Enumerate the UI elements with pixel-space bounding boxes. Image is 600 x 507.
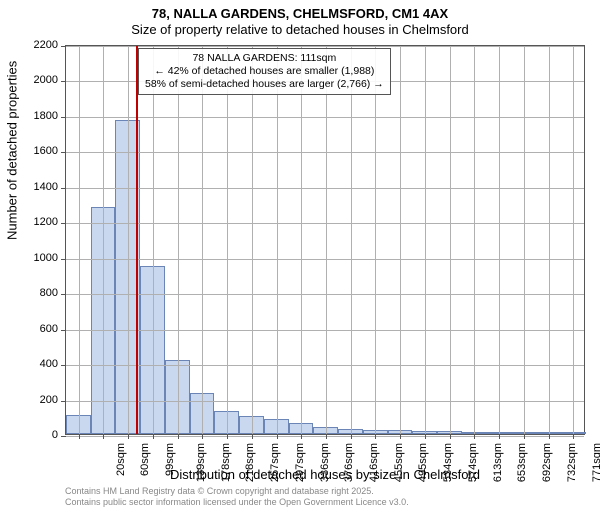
x-tick-mark xyxy=(375,434,376,439)
y-tick-mark xyxy=(61,259,66,260)
y-tick-mark xyxy=(61,294,66,295)
y-tick-mark xyxy=(61,46,66,47)
y-tick-mark xyxy=(61,401,66,402)
x-tick-mark xyxy=(573,434,574,439)
x-tick-mark xyxy=(153,434,154,439)
x-tick-mark xyxy=(227,434,228,439)
callout-line3: 58% of semi-detached houses are larger (… xyxy=(145,78,384,91)
callout-line2: ← 42% of detached houses are smaller (1,… xyxy=(145,65,384,78)
property-marker-line xyxy=(136,46,138,434)
x-tick-mark xyxy=(425,434,426,439)
y-tick-mark xyxy=(61,117,66,118)
y-tick-mark xyxy=(61,223,66,224)
y-tick-label: 200 xyxy=(40,394,58,406)
x-tick-label: 771sqm xyxy=(591,443,600,482)
x-tick-mark xyxy=(400,434,401,439)
chart-container: 78, NALLA GARDENS, CHELMSFORD, CM1 4AX S… xyxy=(0,0,600,500)
x-tick-mark xyxy=(103,434,104,439)
y-tick-label: 1200 xyxy=(34,216,58,228)
x-tick-mark xyxy=(252,434,253,439)
y-tick-label: 400 xyxy=(40,358,58,370)
y-tick-label: 1400 xyxy=(34,181,58,193)
y-tick-label: 1800 xyxy=(34,110,58,122)
y-tick-mark xyxy=(61,330,66,331)
y-tick-label: 1600 xyxy=(34,145,58,157)
y-tick-label: 1000 xyxy=(34,252,58,264)
x-tick-mark xyxy=(326,434,327,439)
plot-area xyxy=(65,45,585,435)
y-tick-mark xyxy=(61,188,66,189)
x-tick-mark xyxy=(524,434,525,439)
bars-layer xyxy=(66,46,584,434)
x-tick-mark xyxy=(450,434,451,439)
x-tick-mark xyxy=(277,434,278,439)
y-tick-label: 2000 xyxy=(34,74,58,86)
y-tick-label: 800 xyxy=(40,287,58,299)
x-tick-mark xyxy=(202,434,203,439)
x-tick-mark xyxy=(351,434,352,439)
chart-subtitle: Size of property relative to detached ho… xyxy=(0,22,600,37)
x-tick-mark xyxy=(499,434,500,439)
y-tick-mark xyxy=(61,81,66,82)
y-tick-label: 0 xyxy=(52,429,58,441)
x-tick-mark xyxy=(178,434,179,439)
y-axis-label: Number of detached properties xyxy=(5,61,20,240)
attribution-line1: Contains HM Land Registry data © Crown c… xyxy=(65,486,374,496)
x-tick-mark xyxy=(474,434,475,439)
y-tick-mark xyxy=(61,152,66,153)
chart-title: 78, NALLA GARDENS, CHELMSFORD, CM1 4AX xyxy=(0,6,600,21)
x-tick-mark xyxy=(79,434,80,439)
callout-box: 78 NALLA GARDENS: 111sqm ← 42% of detach… xyxy=(138,48,391,95)
y-tick-mark xyxy=(61,365,66,366)
attribution-line2: Contains public sector information licen… xyxy=(65,497,409,507)
y-tick-mark xyxy=(61,436,66,437)
y-tick-label: 2200 xyxy=(34,39,58,51)
x-axis-label: Distribution of detached houses by size … xyxy=(65,467,585,482)
y-tick-label: 600 xyxy=(40,323,58,335)
x-tick-mark xyxy=(128,434,129,439)
x-tick-mark xyxy=(549,434,550,439)
x-tick-mark xyxy=(301,434,302,439)
callout-line1: 78 NALLA GARDENS: 111sqm xyxy=(145,52,384,65)
